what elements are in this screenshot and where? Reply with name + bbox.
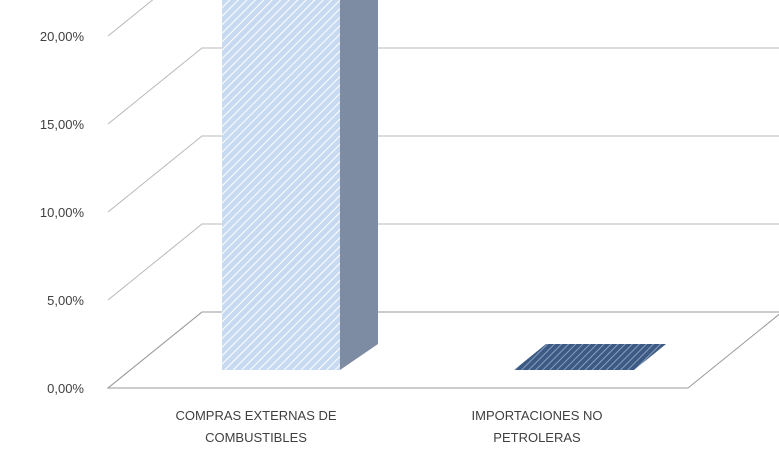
y-tick-label: 0,00% [47,381,84,396]
bars [222,0,666,371]
y-tick-label: 20,00% [40,29,85,44]
grid [106,0,779,389]
x-category-label: COMPRAS EXTERNAS DE COMBUSTIBLES [175,408,336,445]
chart-floor [106,311,779,389]
y-tick-label: 15,00% [40,117,85,132]
gridline [107,135,779,213]
x-category-label: IMPORTACIONES NO PETROLERAS [472,408,603,445]
y-tick-label: 5,00% [47,293,84,308]
x-axis-categories: COMPRAS EXTERNAS DE COMBUSTIBLES IMPORTACI… [175,408,602,445]
bar [222,0,378,371]
y-tick-label: 10,00% [40,205,85,220]
gridline [107,47,779,125]
gridline [107,0,154,37]
y-axis-ticks: 0,00%5,00%10,00%15,00%20,00%25,00%30,00%… [40,29,85,396]
gridline [107,311,779,389]
gridline [107,223,779,301]
bar [514,344,666,370]
